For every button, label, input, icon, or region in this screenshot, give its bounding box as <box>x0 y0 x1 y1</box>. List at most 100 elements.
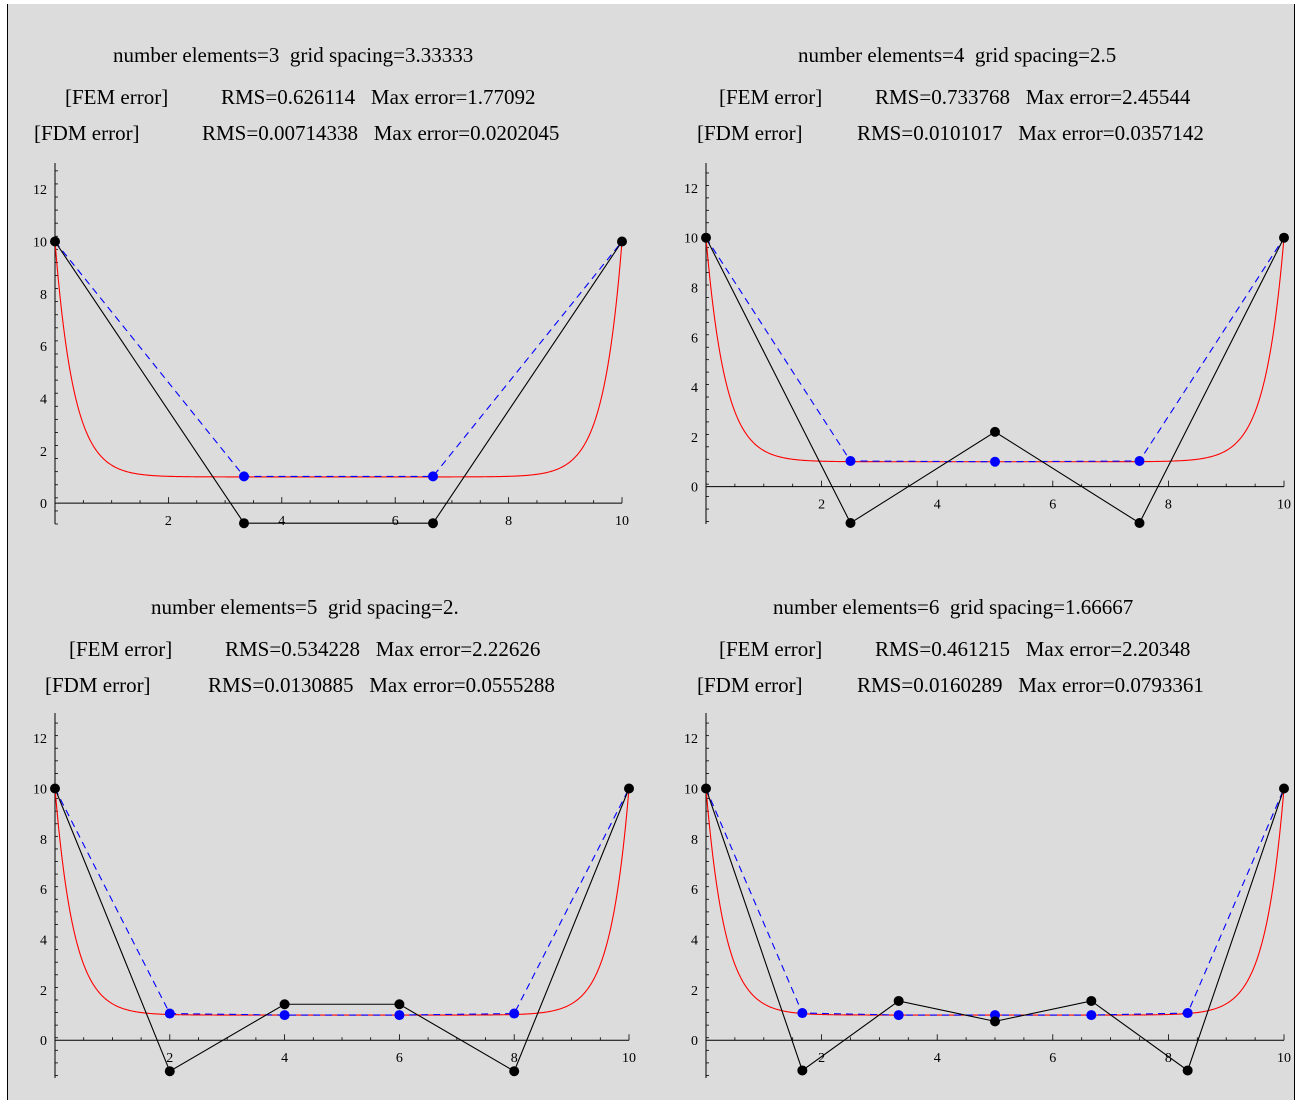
fem-point <box>1086 995 1097 1006</box>
fem-error-stats: RMS=0.626114 Max error=1.77092 <box>221 85 536 109</box>
fdm-point <box>509 1008 520 1019</box>
figure-frame: number elements=3 grid spacing=3.33333 [… <box>7 4 1295 1100</box>
y-tick-label: 0 <box>40 1034 47 1049</box>
fem-point <box>990 1016 1000 1027</box>
fem-error-label: [FEM error] <box>65 85 169 109</box>
chart-panel: number elements=5 grid spacing=2. [FEM e… <box>8 552 648 1100</box>
y-tick-label: 0 <box>691 1034 698 1049</box>
x-tick-label: 8 <box>511 1051 518 1066</box>
fdm-point <box>394 1010 405 1021</box>
fem-point <box>845 518 856 529</box>
y-tick-label: 10 <box>33 235 47 250</box>
y-tick-label: 2 <box>691 431 698 446</box>
fem-series-line <box>54 241 623 524</box>
fdm-error-label: [FDM error] <box>697 673 803 697</box>
x-tick-label: 10 <box>1277 1051 1291 1066</box>
fem-point <box>1134 518 1145 529</box>
fem-point <box>279 999 290 1010</box>
y-tick-label: 0 <box>40 497 47 512</box>
x-tick-label: 2 <box>818 1051 825 1066</box>
y-tick-label: 10 <box>684 783 698 798</box>
chart-title: number elements=3 grid spacing=3.33333 <box>113 43 474 67</box>
fem-series-line <box>54 788 630 1072</box>
x-tick-label: 2 <box>165 514 172 529</box>
fem-point <box>1182 1065 1193 1076</box>
chart-title: number elements=4 grid spacing=2.5 <box>798 43 1117 67</box>
chart-plot: 0 2 4 6 8 10 12 2 4 6 8 10 <box>684 163 1291 529</box>
fem-point <box>990 426 1000 437</box>
fem-error-label: [FEM error] <box>719 85 823 109</box>
y-tick-label: 4 <box>691 934 698 949</box>
fdm-point <box>990 456 1000 467</box>
x-tick-label: 8 <box>1165 1051 1172 1066</box>
x-tick-label: 8 <box>1165 498 1172 513</box>
y-tick-label: 12 <box>684 182 698 197</box>
fdm-error-stats: RMS=0.0101017 Max error=0.0357142 <box>857 121 1204 145</box>
fem-error-label: [FEM error] <box>69 637 173 661</box>
fem-point <box>50 236 60 247</box>
y-tick-label: 10 <box>684 232 698 247</box>
fem-point <box>1279 783 1289 794</box>
y-tick-label: 12 <box>33 732 47 747</box>
y-tick-label: 2 <box>40 984 47 999</box>
fdm-error-stats: RMS=0.0160289 Max error=0.0793361 <box>857 673 1204 697</box>
fem-error-stats: RMS=0.733768 Max error=2.45544 <box>875 85 1191 109</box>
fem-point <box>509 1066 520 1077</box>
fdm-point <box>428 471 439 482</box>
y-tick-label: 6 <box>691 883 698 898</box>
fdm-series-line <box>705 788 1285 1016</box>
x-tick-label: 4 <box>934 498 941 513</box>
x-tick-label: 10 <box>615 514 629 529</box>
y-tick-label: 12 <box>33 183 47 198</box>
fdm-error-label: [FDM error] <box>34 121 140 145</box>
fem-point <box>238 518 249 529</box>
fdm-series-line <box>54 788 630 1016</box>
chart-title: number elements=5 grid spacing=2. <box>151 595 459 619</box>
chart-plot: 0 2 4 6 8 10 12 2 4 6 8 10 <box>684 713 1291 1078</box>
fdm-point <box>279 1010 290 1021</box>
x-tick-label: 6 <box>1049 1051 1056 1066</box>
x-tick-label: 4 <box>281 1051 288 1066</box>
fdm-error-label: [FDM error] <box>45 673 151 697</box>
x-tick-label: 10 <box>622 1051 636 1066</box>
fdm-point <box>164 1008 175 1019</box>
fem-point <box>164 1066 175 1077</box>
fdm-series-line <box>54 241 623 477</box>
fdm-point <box>893 1010 904 1021</box>
y-tick-label: 8 <box>40 288 47 303</box>
y-tick-label: 2 <box>40 445 47 460</box>
x-tick-label: 6 <box>392 514 399 529</box>
fem-point <box>797 1065 808 1076</box>
fdm-point <box>845 456 856 467</box>
chart-panel: number elements=4 grid spacing=2.5 [FEM … <box>659 4 1299 552</box>
x-tick-label: 8 <box>505 514 512 529</box>
fdm-point <box>1086 1010 1097 1021</box>
x-tick-label: 2 <box>818 498 825 513</box>
fdm-point <box>1134 456 1145 467</box>
fdm-point <box>797 1008 808 1019</box>
y-tick-label: 0 <box>691 481 698 496</box>
exact-solution-line <box>54 241 623 478</box>
y-tick-label: 6 <box>40 883 47 898</box>
exact-solution-line <box>705 788 1285 1016</box>
fem-series-line <box>705 788 1285 1072</box>
y-tick-label: 4 <box>40 934 47 949</box>
x-tick-label: 4 <box>278 514 285 529</box>
y-tick-label: 6 <box>691 331 698 346</box>
fdm-point <box>238 471 249 482</box>
y-tick-label: 4 <box>40 392 47 407</box>
y-tick-label: 8 <box>40 833 47 848</box>
fem-point <box>893 995 904 1006</box>
fdm-error-stats: RMS=0.0130885 Max error=0.0555288 <box>208 673 555 697</box>
fem-point <box>50 783 60 794</box>
y-tick-label: 8 <box>691 281 698 296</box>
chart-panel: number elements=6 grid spacing=1.66667 [… <box>659 552 1299 1100</box>
x-tick-label: 4 <box>934 1051 941 1066</box>
fem-point <box>1279 232 1289 243</box>
x-tick-label: 10 <box>1277 498 1291 513</box>
fem-series-line <box>705 237 1285 524</box>
exact-solution-line <box>54 788 630 1016</box>
y-tick-label: 6 <box>40 340 47 355</box>
fem-point <box>624 783 634 794</box>
fem-error-label: [FEM error] <box>719 637 823 661</box>
